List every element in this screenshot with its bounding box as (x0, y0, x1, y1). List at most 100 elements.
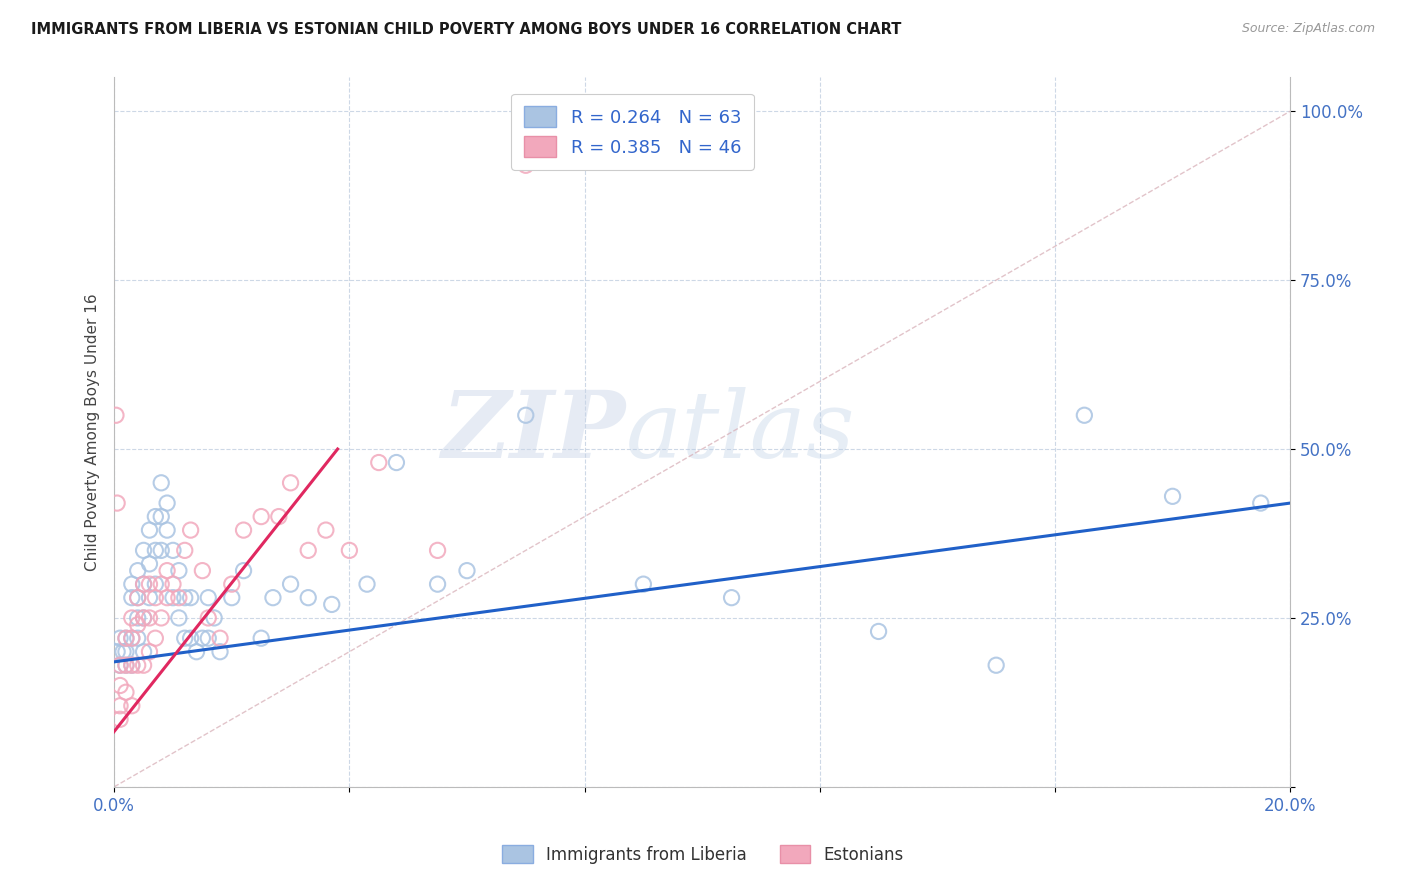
Point (297, 543, 319, 558)
Point (515, 158, 537, 172)
Point (115, 631, 138, 645)
Point (986, 658, 1008, 673)
Text: ZIP: ZIP (441, 387, 626, 477)
Point (156, 523, 179, 537)
Point (221, 577, 243, 591)
Point (191, 564, 214, 578)
Point (197, 631, 219, 645)
Point (132, 611, 155, 625)
Y-axis label: Child Poverty Among Boys Under 16: Child Poverty Among Boys Under 16 (86, 293, 100, 571)
Point (197, 591, 219, 605)
Point (115, 658, 138, 673)
Point (426, 577, 449, 591)
Point (121, 577, 143, 591)
Point (1250, 496, 1272, 510)
Point (143, 509, 166, 524)
Point (138, 645, 160, 659)
Point (156, 564, 179, 578)
Point (143, 631, 166, 645)
Point (1073, 409, 1095, 423)
Point (297, 591, 319, 605)
Point (127, 617, 149, 632)
Point (138, 577, 160, 591)
Point (337, 543, 360, 558)
Point (162, 591, 184, 605)
Point (167, 591, 190, 605)
Point (150, 509, 173, 524)
Point (108, 658, 131, 673)
Point (720, 591, 742, 605)
Point (162, 577, 184, 591)
Point (267, 509, 290, 524)
Point (143, 577, 166, 591)
Point (262, 591, 284, 605)
Point (132, 658, 155, 673)
Point (208, 631, 231, 645)
Point (132, 611, 155, 625)
Point (150, 543, 173, 558)
Point (121, 631, 143, 645)
Point (138, 523, 160, 537)
Point (173, 591, 195, 605)
Point (138, 557, 160, 571)
Point (191, 631, 214, 645)
Point (232, 523, 254, 537)
Point (143, 543, 166, 558)
Point (173, 631, 195, 645)
Point (156, 591, 179, 605)
Point (138, 591, 160, 605)
Point (127, 591, 149, 605)
Point (115, 685, 138, 699)
Point (115, 645, 138, 659)
Point (156, 496, 179, 510)
Point (150, 475, 173, 490)
Point (321, 598, 343, 612)
Point (232, 564, 254, 578)
Point (150, 611, 173, 625)
Point (868, 624, 890, 639)
Point (197, 611, 219, 625)
Point (385, 456, 408, 470)
Point (315, 523, 337, 537)
Point (108, 658, 131, 673)
Point (121, 591, 143, 605)
Point (121, 658, 143, 673)
Point (104, 409, 127, 423)
Point (208, 645, 231, 659)
Point (105, 645, 128, 659)
Point (180, 591, 202, 605)
Point (456, 564, 478, 578)
Point (515, 409, 537, 423)
Point (280, 577, 302, 591)
Point (1161, 489, 1184, 503)
Point (250, 631, 273, 645)
Point (280, 475, 302, 490)
Point (426, 543, 449, 558)
Point (115, 658, 138, 673)
Point (127, 611, 149, 625)
Point (108, 698, 131, 713)
Point (367, 456, 389, 470)
Point (108, 631, 131, 645)
Point (132, 543, 155, 558)
Point (633, 577, 655, 591)
Point (121, 658, 143, 673)
Legend: R = 0.264   N = 63, R = 0.385   N = 46: R = 0.264 N = 63, R = 0.385 N = 46 (512, 94, 754, 169)
Point (108, 678, 131, 692)
Point (356, 577, 378, 591)
Point (202, 611, 225, 625)
Point (108, 712, 131, 726)
Point (127, 658, 149, 673)
Point (121, 631, 143, 645)
Point (143, 591, 166, 605)
Point (127, 564, 149, 578)
Point (180, 631, 202, 645)
Point (180, 523, 202, 537)
Point (115, 631, 138, 645)
Point (138, 611, 160, 625)
Point (132, 577, 155, 591)
Text: atlas: atlas (626, 387, 855, 477)
Point (167, 611, 190, 625)
Point (127, 631, 149, 645)
Point (121, 611, 143, 625)
